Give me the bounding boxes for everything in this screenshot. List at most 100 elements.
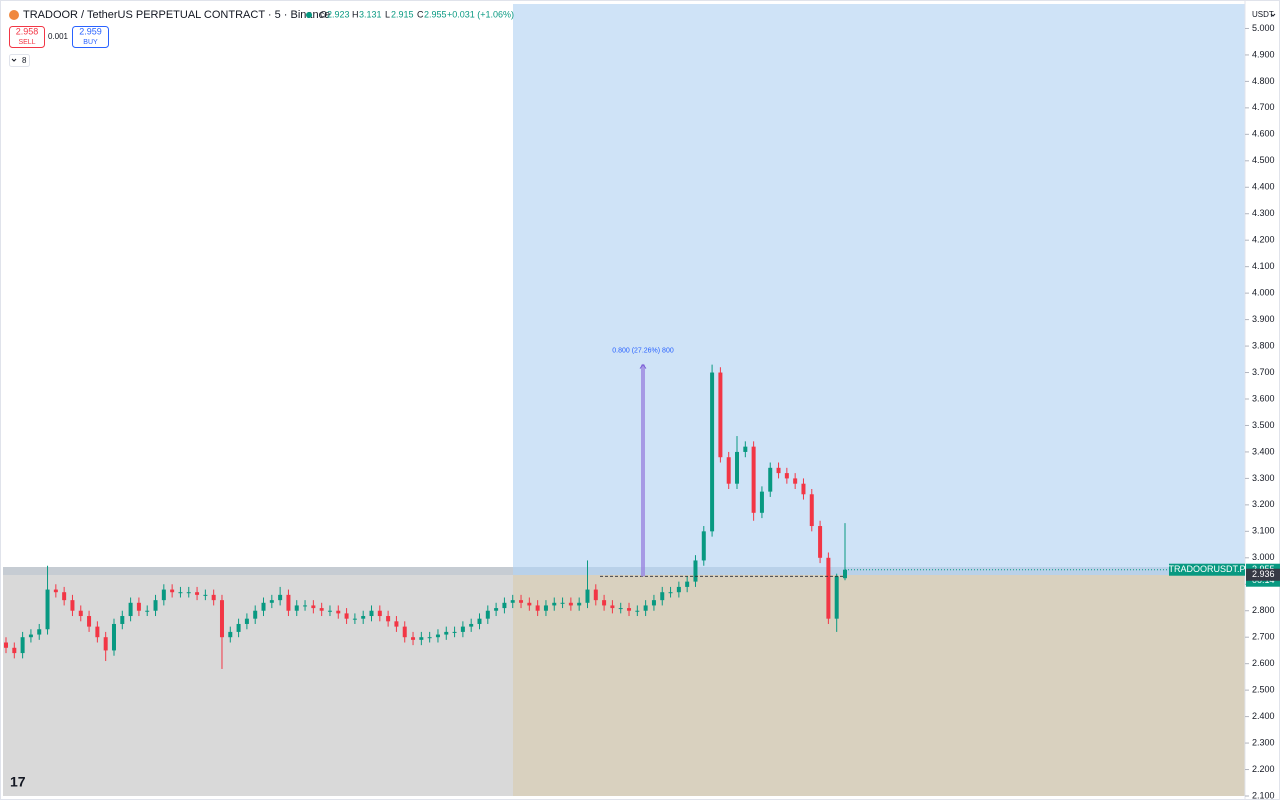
gray-band [3,567,513,575]
candle-body [311,605,316,609]
y-tick-label: 3.800 [1252,340,1275,350]
y-tick-label: 2.700 [1252,632,1275,642]
candle-body [186,592,191,594]
sell-button[interactable] [9,26,45,48]
candle-body [735,451,740,484]
y-tick-label: 4.300 [1252,208,1275,218]
candle-body [136,602,141,611]
candle-body [801,483,806,495]
y-tick-label: 3.300 [1252,473,1275,483]
candle-body [303,605,308,607]
y-tick-label: 4.900 [1252,49,1275,59]
candle-body [402,626,407,638]
candle-body [826,557,831,619]
candle-body [618,608,623,610]
y-tick-label: 3.000 [1252,552,1275,562]
measure-bar [641,364,645,577]
ohlc-label: O [320,9,327,19]
y-tick-label: 3.500 [1252,420,1275,430]
candle-body [494,608,499,611]
buy-button[interactable] [72,26,109,48]
candle-body [95,626,100,638]
y-tick-label: 2.800 [1252,605,1275,615]
candle-body [111,623,116,651]
candle-body [195,592,200,595]
candle-body [452,631,457,633]
candle-body [53,589,58,593]
candle-body [568,602,573,606]
status-dot [306,12,312,18]
y-tick-label: 4.500 [1252,155,1275,165]
candle-body [759,491,764,513]
candle-body [818,526,823,558]
candle-body [502,602,507,609]
chevron [1270,13,1276,17]
y-tick-label: 2.600 [1252,658,1275,668]
y-tick-label: 2.500 [1252,685,1275,695]
candle-body [577,602,582,606]
quantity[interactable]: 0.001 [48,32,69,41]
candle-body [361,616,366,619]
y-tick-label: 2.100 [1252,790,1275,800]
candle-body [62,592,67,601]
tv-logo: 17 [10,774,26,790]
candle-body [519,600,524,603]
y-tick-label: 2.200 [1252,764,1275,774]
candle-body [344,613,349,619]
candle-body [685,581,690,587]
change: +0.031 (+1.06%) [447,9,514,19]
sell-price: 2.958 [16,26,39,36]
candle-body [70,600,75,611]
candle-body [843,569,847,579]
mark-price-tag [1246,568,1280,581]
measure-label: 0.800 (27.26%) 800 [612,347,674,354]
indicators-count: 8 [22,56,27,65]
candle-body [834,576,839,619]
candle-body [444,631,449,635]
candle-body [386,616,391,622]
candle-body [535,605,540,611]
ohlc-value: 3.131 [359,9,382,19]
y-tick-label: 3.200 [1252,499,1275,509]
symbol-logo [9,10,19,20]
candle-body [543,605,548,611]
candle-body [477,618,482,624]
chevron [11,58,17,62]
candle-body [460,626,465,632]
candle-body [269,600,274,603]
candle-body [278,594,283,601]
candle-body [87,616,92,627]
y-tick-label: 4.400 [1252,182,1275,192]
ohlc-value: 2.923 [327,9,350,19]
currency[interactable]: USDT [1252,10,1274,19]
candle-body [120,616,125,624]
symbol-tag [1169,563,1245,576]
candle-body [610,605,615,609]
y-tick-label: 3.600 [1252,393,1275,403]
candle-body [4,642,8,648]
candle-body [427,637,432,639]
measure-arrow [639,363,647,369]
ohlc-label: H [352,9,359,19]
candle-body [560,602,565,604]
symbol-title: TRADOOR / TetherUS PERPETUAL CONTRACT · … [23,9,330,21]
candle-body [485,610,490,619]
candle-body [145,610,150,612]
buy-label: BUY [83,39,98,46]
candle-body [178,592,183,594]
mark-price-label: 2.936 [1252,569,1275,579]
candle-body [228,631,233,638]
candle-body [28,634,33,638]
candle-body [211,594,216,601]
ohlc-value: 2.955 [424,9,447,19]
indicators-toggle[interactable] [9,54,30,67]
candle-body [78,610,83,617]
y-tick-label: 5.000 [1252,23,1275,33]
candle-body [244,618,249,624]
candle-body [352,618,357,620]
candle-body [693,560,698,582]
candle-body [793,478,798,484]
candle-body [37,629,42,635]
candle-body [651,600,656,606]
